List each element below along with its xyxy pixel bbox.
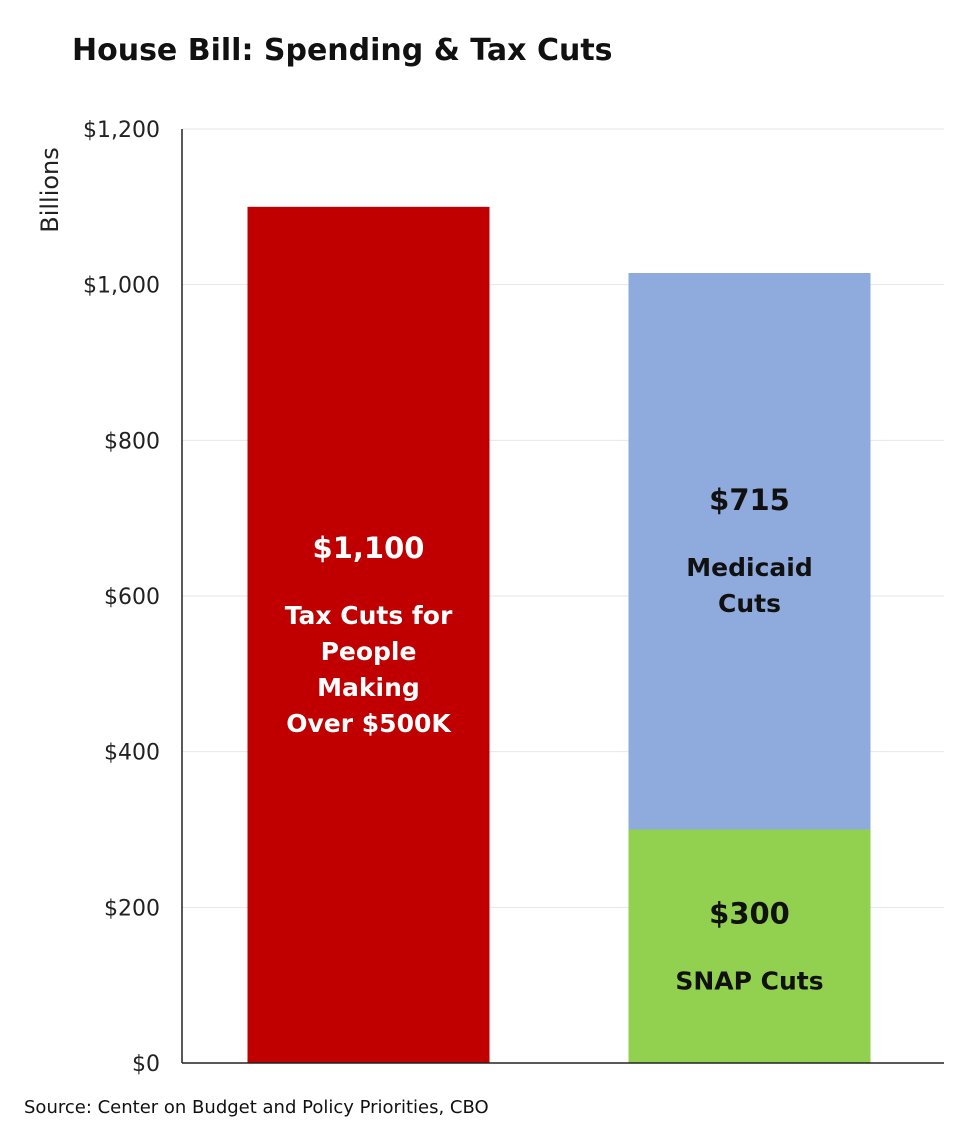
- y-tick-label: $1,000: [83, 274, 160, 299]
- segment-desc-snap-cuts: SNAP Cuts: [675, 966, 823, 995]
- segment-desc-tax-cuts-for-people-making-over-500k: Making: [317, 673, 420, 702]
- segment-desc-tax-cuts-for-people-making-over-500k: People: [321, 637, 417, 666]
- bar-segment-snap-cuts: [628, 829, 871, 1063]
- chart-title: House Bill: Spending & Tax Cuts: [72, 33, 613, 68]
- bars: $1,100 Tax Cuts for People Making Over $500K…: [247, 206, 871, 1064]
- segment-desc-medicaid-cuts: Medicaid: [686, 553, 812, 582]
- bar-segment-medicaid-cuts: [628, 272, 871, 830]
- y-tick-label: $400: [104, 741, 160, 766]
- segment-desc-tax-cuts-for-people-making-over-500k: Tax Cuts for: [285, 601, 453, 630]
- y-axis-label: Billions: [36, 147, 64, 233]
- y-tick-label: $1,200: [83, 118, 160, 143]
- y-tick-label: $600: [104, 585, 160, 610]
- y-axis-ticks: $0 $200 $400 $600 $800 $1,000 $1,200: [83, 118, 160, 1077]
- bar-segment-tax-cuts-for-people-making-over-500k: [247, 206, 490, 1064]
- segment-desc-tax-cuts-for-people-making-over-500k: Over $500K: [286, 709, 452, 738]
- bar-program-cuts: $300 SNAP Cuts $715 Medicaid Cuts: [628, 272, 871, 1063]
- data-label-tax-cuts-for-people-making-over-500k: $1,100: [313, 531, 425, 565]
- source-note: Source: Center on Budget and Policy Prio…: [24, 1097, 489, 1118]
- data-label-snap-cuts: $300: [709, 896, 790, 930]
- segment-desc-medicaid-cuts: Cuts: [718, 589, 781, 618]
- y-tick-label: $200: [104, 896, 160, 921]
- y-tick-label: $0: [132, 1052, 160, 1077]
- y-tick-label: $800: [104, 429, 160, 454]
- bar-tax-cuts: $1,100 Tax Cuts for People Making Over $500K: [247, 206, 490, 1064]
- data-label-medicaid-cuts: $715: [709, 483, 790, 517]
